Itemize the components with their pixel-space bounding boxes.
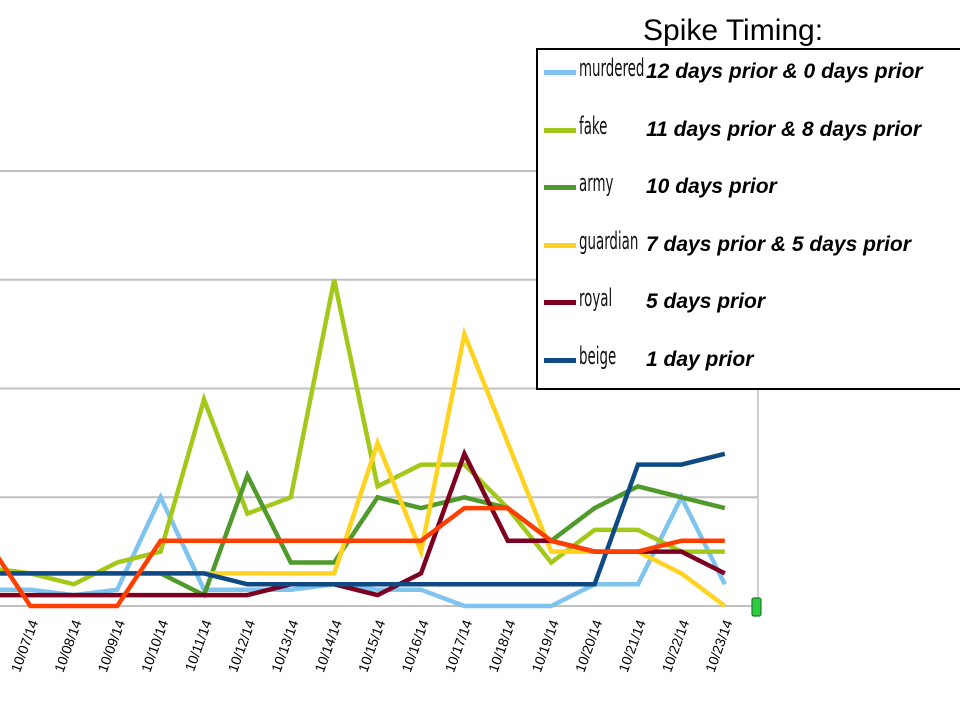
legend-series-name: army [579, 169, 614, 197]
legend-spike-timing: 5 days prior [646, 290, 766, 313]
scroll-handle[interactable] [751, 597, 762, 617]
legend-spike-timing: 10 days prior [646, 175, 777, 198]
series-line-murdered [0, 492, 727, 609]
legend-item-beige: beige 1 day prior [538, 340, 960, 380]
x-tick-label: 10/14/14 [311, 617, 345, 674]
legend-spike-timing: 1 day prior [646, 347, 754, 371]
x-tick-label: 10/12/14 [225, 617, 259, 674]
series-line-unlabeled [0, 505, 725, 609]
legend-item-fake: fake 11 days prior & 8 days prior [538, 110, 960, 150]
legend-spike-timing: 12 days prior & 0 days prior [646, 60, 923, 83]
x-tick-label: 10/17/14 [442, 617, 476, 674]
legend-series-name: fake [579, 111, 608, 140]
x-tick-label: 10/22/14 [659, 617, 693, 674]
series-line-fake [0, 279, 725, 587]
legend-spike-timing: 11 days prior & 8 days prior [646, 117, 922, 141]
legend-swatch [544, 300, 576, 305]
x-tick-label: 10/21/14 [615, 617, 649, 674]
legend-swatch [544, 127, 576, 133]
legend-swatch [544, 357, 576, 363]
x-tick-label: 10/08/14 [51, 617, 85, 674]
x-tick-label: 10/10/14 [138, 617, 172, 674]
x-tick-label: 10/16/14 [398, 617, 432, 674]
gridlines [0, 170, 759, 608]
legend-swatch [544, 185, 576, 190]
x-tick-label: 10/19/14 [528, 617, 562, 674]
legend-series-name: royal [579, 284, 613, 312]
series-line-beige [0, 451, 726, 587]
series-lines [0, 279, 727, 609]
legend-item-murdered: murdered 12 days prior & 0 days prior [538, 52, 960, 92]
legend-swatch [544, 70, 576, 75]
legend-item-army: army 10 days prior [538, 167, 960, 207]
legend-series-name: murdered [579, 54, 645, 82]
legend-series-name: guardian [579, 226, 639, 255]
x-tick-label: 10/18/14 [485, 617, 519, 674]
chart-title: Spike Timing: [643, 14, 824, 47]
legend: murdered 12 days prior & 0 days prior fake… [536, 48, 960, 390]
x-tick-label: 10/13/14 [268, 617, 302, 674]
x-tick-label: 10/15/14 [355, 617, 389, 674]
legend-spike-timing: 7 days prior & 5 days prior [646, 232, 911, 256]
x-tick-label: 10/11/14 [181, 617, 214, 673]
x-tick-label: 10/07/14 [8, 617, 42, 674]
legend-series-name: beige [579, 341, 617, 370]
legend-item-guardian: guardian 7 days prior & 5 days prior [538, 225, 960, 265]
x-axis-tick-labels: 10/06/1410/07/1410/08/1410/09/1410/10/14… [8, 617, 736, 674]
x-tick-label: 10/20/14 [572, 617, 606, 674]
legend-item-royal: royal 5 days prior [538, 282, 960, 322]
legend-swatch [544, 242, 576, 248]
x-tick-label: 10/23/14 [702, 617, 736, 674]
x-tick-label: 10/09/14 [94, 617, 128, 674]
